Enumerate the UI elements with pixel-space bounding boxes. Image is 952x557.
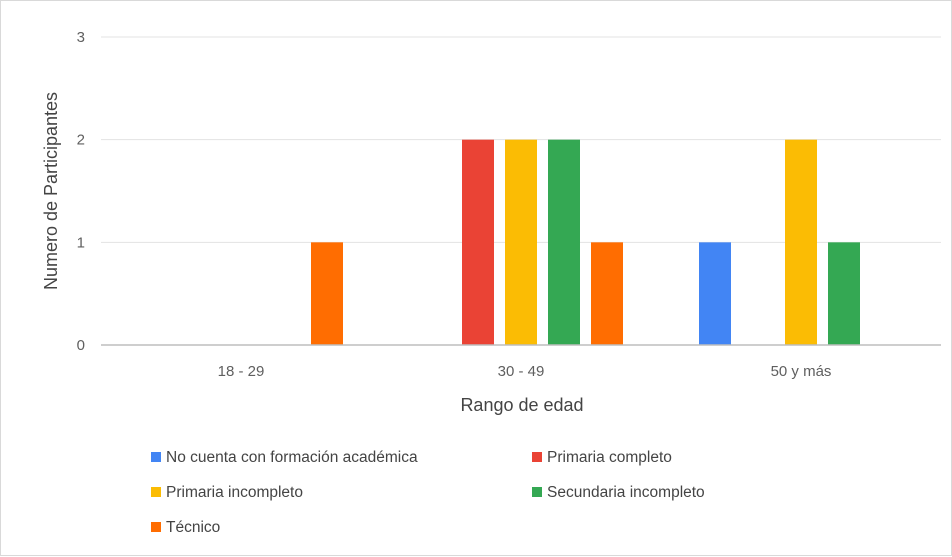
- x-tick-label: 18 - 29: [218, 363, 265, 380]
- bar: [311, 242, 343, 345]
- y-axis-ticks: 0 1 2 3: [77, 29, 85, 354]
- legend-label: Primaria completo: [547, 449, 672, 466]
- bars: [311, 139, 860, 345]
- bar: [548, 139, 580, 345]
- y-tick-label: 0: [77, 337, 85, 354]
- legend-swatch: [532, 487, 542, 497]
- legend-label: Técnico: [166, 519, 220, 536]
- y-tick-label: 3: [77, 29, 85, 46]
- bar: [785, 139, 817, 345]
- x-axis-title: Rango de edad: [460, 395, 583, 415]
- legend-label: Secundaria incompleto: [547, 484, 705, 501]
- x-tick-label: 30 - 49: [498, 363, 545, 380]
- bar: [828, 242, 860, 345]
- legend-swatch: [151, 522, 161, 532]
- y-axis-title: Numero de Participantes: [41, 92, 61, 290]
- legend-swatch: [532, 452, 542, 462]
- x-axis-ticks: 18 - 29 30 - 49 50 y más: [218, 363, 832, 380]
- bar: [591, 242, 623, 345]
- legend-swatch: [151, 452, 161, 462]
- bar: [699, 242, 731, 345]
- bar: [462, 139, 494, 345]
- y-tick-label: 1: [77, 234, 85, 251]
- y-tick-label: 2: [77, 132, 85, 149]
- bar: [505, 139, 537, 345]
- legend-label: Primaria incompleto: [166, 484, 303, 501]
- legend-swatch: [151, 487, 161, 497]
- legend: No cuenta con formación académica Primari…: [151, 449, 705, 536]
- x-tick-label: 50 y más: [771, 363, 832, 380]
- legend-label: No cuenta con formación académica: [166, 449, 418, 466]
